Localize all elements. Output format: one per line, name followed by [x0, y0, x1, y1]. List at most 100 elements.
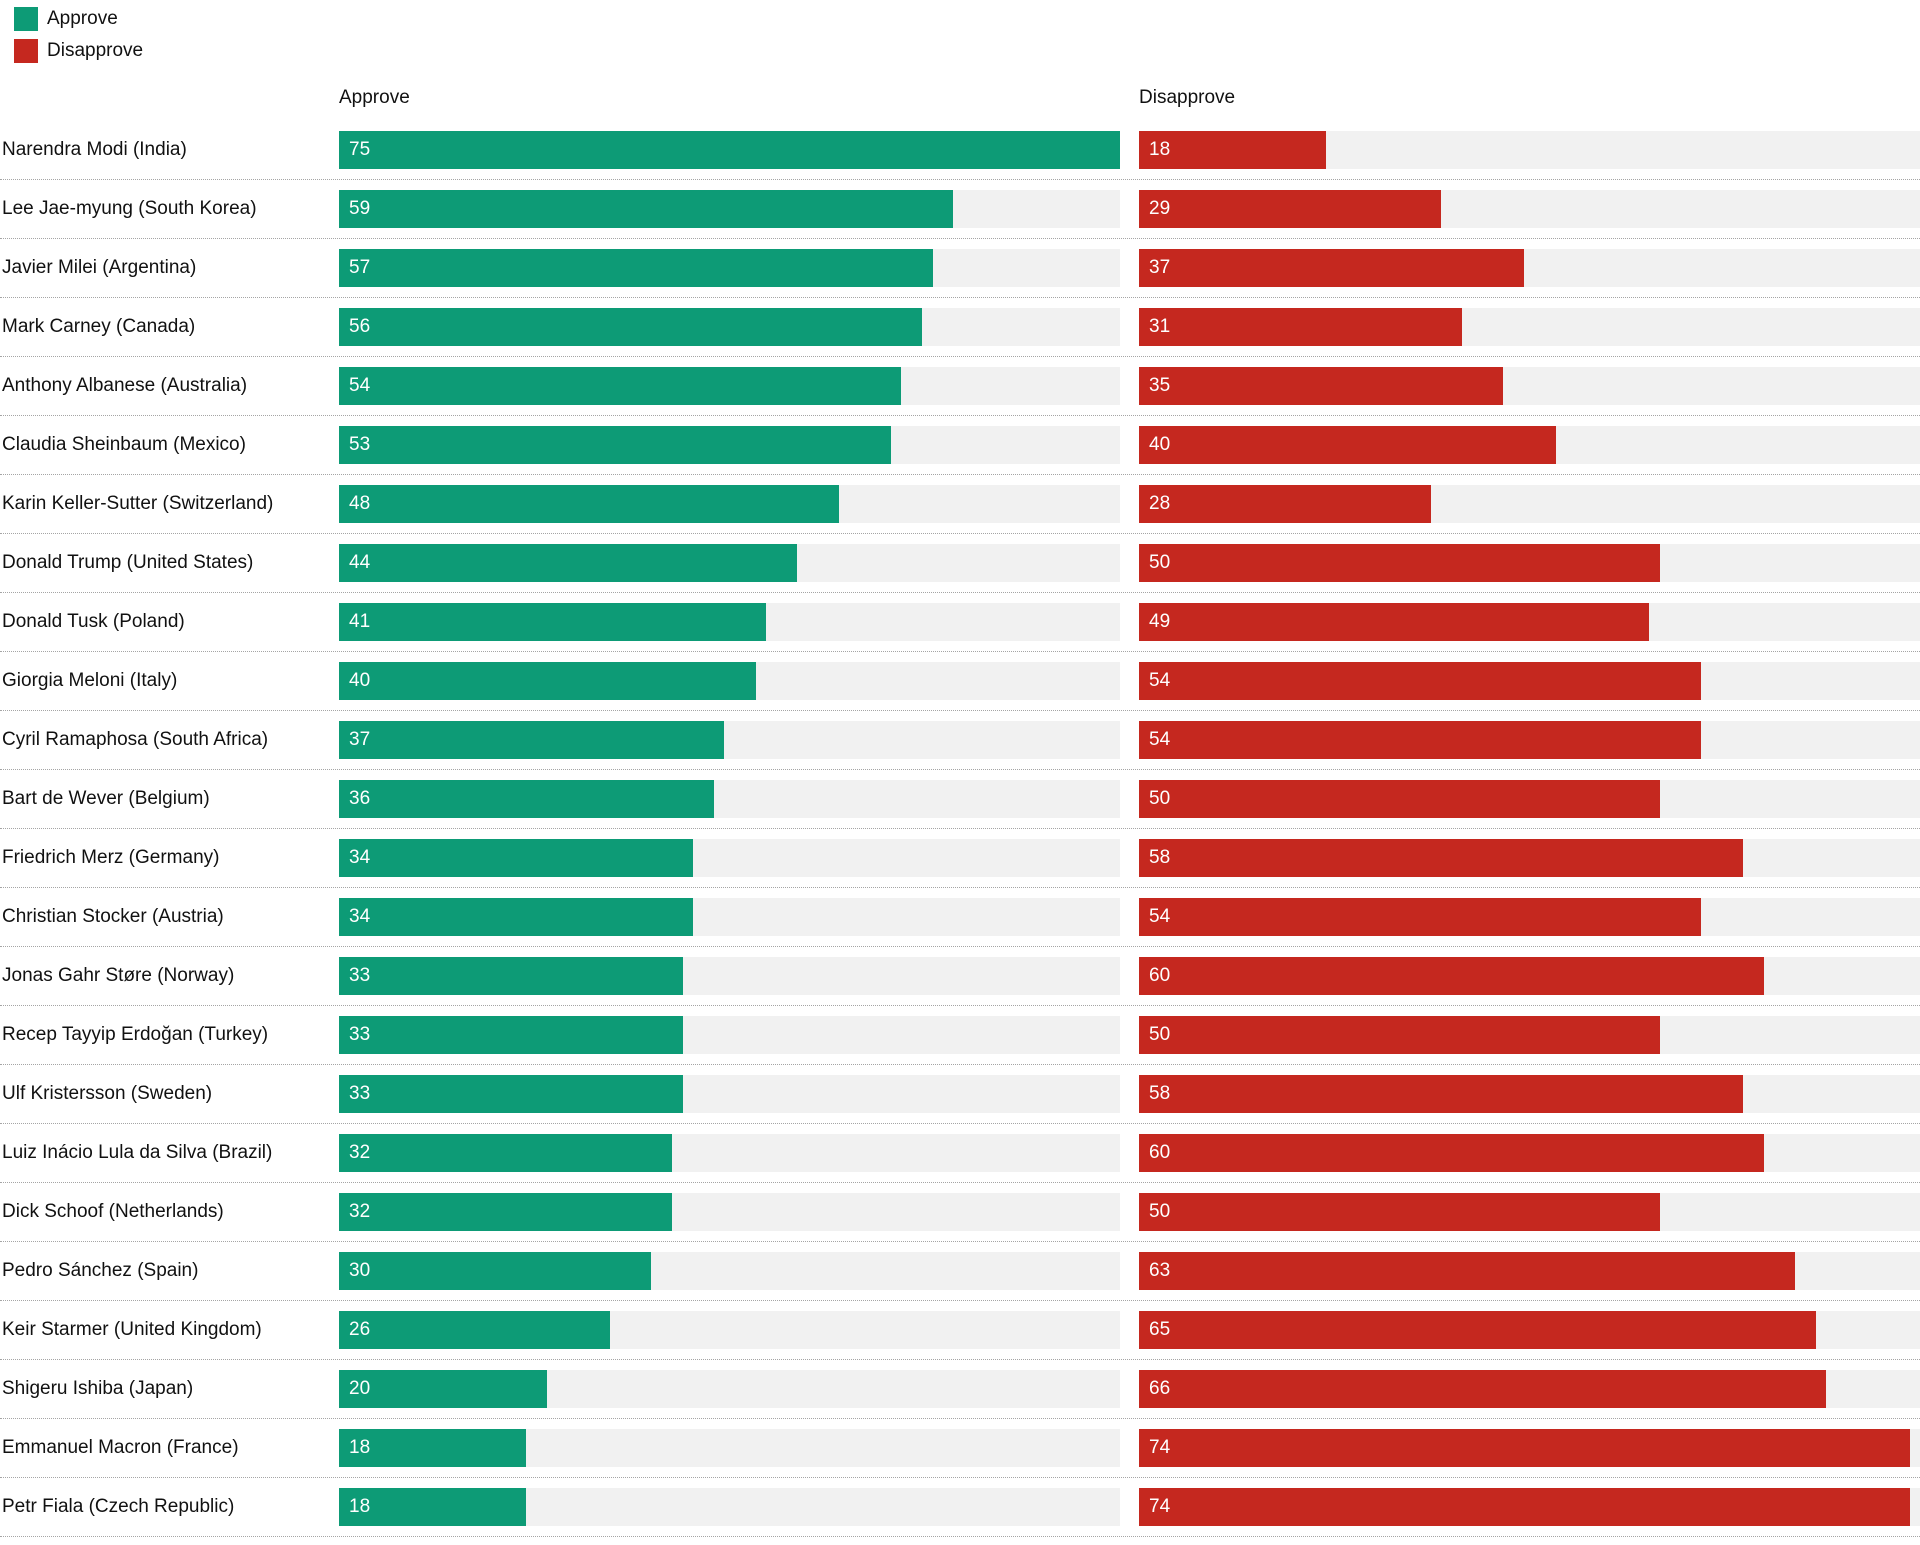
disapprove-track: 66: [1139, 1370, 1920, 1408]
leader-label: Ulf Kristersson (Sweden): [2, 1083, 213, 1104]
approve-track: 36: [339, 780, 1120, 818]
leader-label: Donald Tusk (Poland): [2, 611, 185, 632]
leader-label: Pedro Sánchez (Spain): [2, 1260, 199, 1281]
approve-bar: 56: [339, 308, 923, 346]
disapprove-bar: 60: [1139, 957, 1764, 995]
column-headers: Approve Disapprove: [0, 71, 1920, 121]
approve-value: 56: [349, 316, 371, 337]
disapprove-track: 74: [1139, 1488, 1920, 1526]
legend-label-approve: Approve: [47, 8, 118, 29]
legend-item-approve: Approve: [14, 7, 1920, 31]
approve-bar: 54: [339, 367, 902, 405]
approve-track: 34: [339, 839, 1120, 877]
disapprove-track: 65: [1139, 1311, 1920, 1349]
disapprove-track: 74: [1139, 1429, 1920, 1467]
approve-bar: 44: [339, 544, 798, 582]
approve-bar: 26: [339, 1311, 610, 1349]
table-row: Donald Trump (United States) 44 50: [0, 534, 1920, 593]
disapprove-bar: 54: [1139, 721, 1702, 759]
table-row: Mark Carney (Canada) 56 31: [0, 298, 1920, 357]
approve-bar: 33: [339, 1016, 683, 1054]
approve-value: 40: [349, 670, 371, 691]
disapprove-bar: 74: [1139, 1429, 1910, 1467]
leader-label: Claudia Sheinbaum (Mexico): [2, 434, 246, 455]
table-row: Donald Tusk (Poland) 41 49: [0, 593, 1920, 652]
disapprove-track: 60: [1139, 957, 1920, 995]
legend-item-disapprove: Disapprove: [14, 39, 1920, 63]
approve-bar: 40: [339, 662, 756, 700]
approve-bar: 53: [339, 426, 891, 464]
approve-track: 18: [339, 1429, 1120, 1467]
approve-value: 44: [349, 552, 371, 573]
disapprove-track: 63: [1139, 1252, 1920, 1290]
approve-bar: 18: [339, 1429, 527, 1467]
disapprove-value: 50: [1149, 552, 1171, 573]
table-row: Friedrich Merz (Germany) 34 58: [0, 829, 1920, 888]
table-row: Emmanuel Macron (France) 18 74: [0, 1419, 1920, 1478]
disapprove-bar: 28: [1139, 485, 1431, 523]
approve-value: 75: [349, 139, 371, 160]
disapprove-value: 50: [1149, 1024, 1171, 1045]
leader-label: Dick Schoof (Netherlands): [2, 1201, 224, 1222]
disapprove-bar: 63: [1139, 1252, 1796, 1290]
leader-label: Javier Milei (Argentina): [2, 257, 197, 278]
leader-label: Keir Starmer (United Kingdom): [2, 1319, 262, 1340]
approve-bar: 34: [339, 839, 694, 877]
disapprove-bar: 60: [1139, 1134, 1764, 1172]
disapprove-bar: 49: [1139, 603, 1650, 641]
chart-legend: Approve Disapprove: [0, 0, 1920, 63]
disapprove-track: 28: [1139, 485, 1920, 523]
approve-bar: 48: [339, 485, 839, 523]
approve-value: 33: [349, 1024, 371, 1045]
disapprove-track: 40: [1139, 426, 1920, 464]
approve-bar: 32: [339, 1134, 673, 1172]
approve-track: 75: [339, 131, 1120, 169]
disapprove-bar: 58: [1139, 1075, 1743, 1113]
disapprove-bar: 65: [1139, 1311, 1816, 1349]
disapprove-value: 74: [1149, 1496, 1171, 1517]
disapprove-track: 49: [1139, 603, 1920, 641]
leader-label: Donald Trump (United States): [2, 552, 254, 573]
approve-value: 18: [349, 1437, 371, 1458]
disapprove-value: 40: [1149, 434, 1171, 455]
table-row: Anthony Albanese (Australia) 54 35: [0, 357, 1920, 416]
table-row: Luiz Inácio Lula da Silva (Brazil) 32 60: [0, 1124, 1920, 1183]
approve-track: 59: [339, 190, 1120, 228]
approve-value: 37: [349, 729, 371, 750]
approve-track: 33: [339, 957, 1120, 995]
approve-track: 30: [339, 1252, 1120, 1290]
approve-value: 32: [349, 1201, 371, 1222]
table-row: Bart de Wever (Belgium) 36 50: [0, 770, 1920, 829]
approve-track: 54: [339, 367, 1120, 405]
disapprove-bar: 50: [1139, 1193, 1660, 1231]
leader-label: Bart de Wever (Belgium): [2, 788, 210, 809]
leader-label: Luiz Inácio Lula da Silva (Brazil): [2, 1142, 273, 1163]
table-row: Giorgia Meloni (Italy) 40 54: [0, 652, 1920, 711]
approve-value: 26: [349, 1319, 371, 1340]
disapprove-bar: 54: [1139, 898, 1702, 936]
leader-label: Emmanuel Macron (France): [2, 1437, 239, 1458]
approve-track: 32: [339, 1193, 1120, 1231]
disapprove-track: 18: [1139, 131, 1920, 169]
approve-value: 33: [349, 1083, 371, 1104]
disapprove-bar: 50: [1139, 780, 1660, 818]
approve-bar: 30: [339, 1252, 652, 1290]
chart-rows: Narendra Modi (India) 75 18 Lee Jae-myun…: [0, 121, 1920, 1537]
disapprove-value: 50: [1149, 788, 1171, 809]
disapprove-value: 58: [1149, 1083, 1171, 1104]
disapprove-bar: 50: [1139, 544, 1660, 582]
table-row: Lee Jae-myung (South Korea) 59 29: [0, 180, 1920, 239]
disapprove-bar: 29: [1139, 190, 1441, 228]
disapprove-value: 74: [1149, 1437, 1171, 1458]
disapprove-value: 58: [1149, 847, 1171, 868]
disapprove-value: 60: [1149, 1142, 1171, 1163]
approve-track: 33: [339, 1016, 1120, 1054]
disapprove-value: 54: [1149, 729, 1171, 750]
table-row: Javier Milei (Argentina) 57 37: [0, 239, 1920, 298]
disapprove-track: 54: [1139, 662, 1920, 700]
disapprove-track: 29: [1139, 190, 1920, 228]
label-column-spacer: [0, 87, 320, 109]
approve-swatch-icon: [14, 7, 38, 31]
disapprove-value: 35: [1149, 375, 1171, 396]
approve-bar: 18: [339, 1488, 527, 1526]
